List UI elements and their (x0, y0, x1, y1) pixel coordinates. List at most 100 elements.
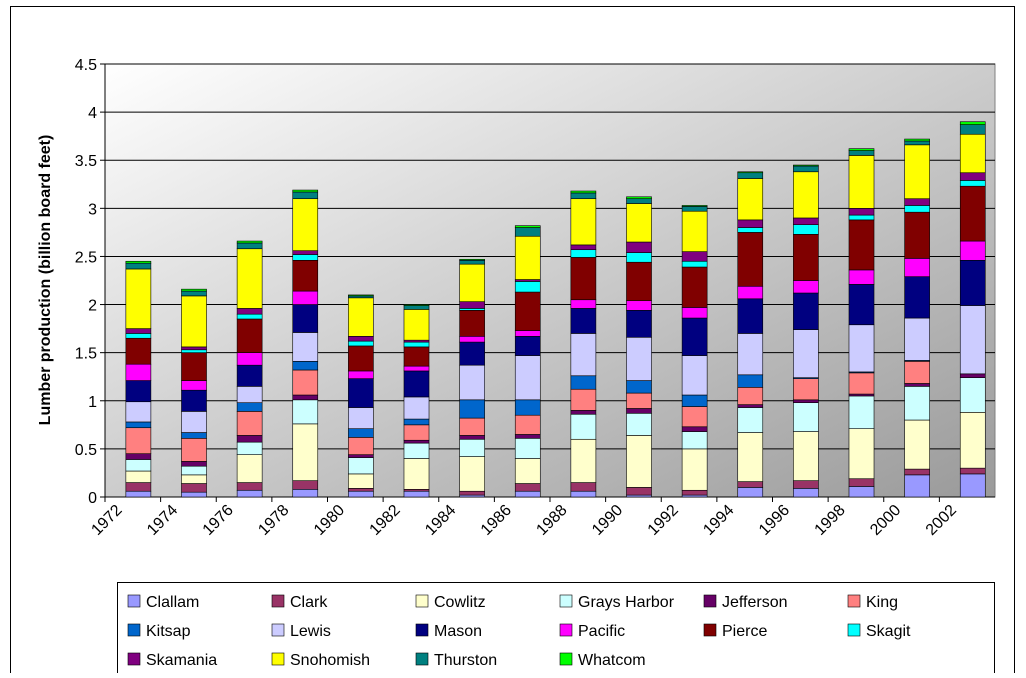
legend-swatch (415, 652, 429, 666)
bar-segment (125, 363, 152, 381)
bar-segment (514, 438, 541, 459)
bar-segment (181, 483, 207, 493)
bar-segment (626, 198, 652, 204)
bar-segment (403, 458, 430, 490)
bar-segment (348, 490, 374, 498)
bar-segment (236, 240, 263, 244)
bar-segment (570, 438, 597, 483)
bar-segment (904, 419, 930, 470)
bar-segment (348, 297, 374, 337)
bar-segment (626, 487, 652, 496)
bar-segment (236, 352, 263, 366)
bar-segment (959, 240, 986, 261)
bar-segment (793, 164, 819, 167)
y-tick-label: 2 (88, 298, 97, 315)
bar-segment (292, 423, 319, 481)
bar-segment (236, 454, 263, 483)
bar-segment (793, 224, 819, 235)
legend-label: Pacific (578, 623, 625, 640)
bar-segment (904, 205, 930, 213)
bar-segment (793, 431, 819, 481)
bar-segment (848, 478, 875, 487)
bar-segment (737, 171, 764, 174)
bar-segment (292, 198, 319, 251)
bar-segment (459, 399, 485, 419)
bar-segment (514, 399, 541, 416)
bar-segment (125, 268, 152, 329)
y-tick-label: 3 (88, 201, 97, 218)
legend-swatch (559, 623, 573, 637)
bar-segment (403, 424, 430, 441)
bar-segment (793, 234, 819, 281)
bar-segment (904, 474, 930, 498)
bar-segment (681, 355, 708, 396)
bar-segment (514, 291, 541, 331)
bar-segment (904, 361, 930, 384)
bar-segment (236, 242, 263, 250)
legend-label: Snohomish (290, 652, 370, 669)
bar-segment (181, 389, 207, 412)
bar-segment (514, 225, 541, 228)
legend-swatch (127, 623, 141, 637)
bar-segment (348, 488, 374, 492)
legend-label: Skamania (146, 652, 217, 669)
bar-segment (737, 172, 764, 179)
bar-segment (459, 259, 485, 261)
bar-segment (514, 414, 541, 435)
bar-segment (459, 364, 485, 401)
bar-segment (403, 418, 430, 426)
bar-segment (292, 254, 319, 261)
bar-segment (181, 346, 207, 351)
bar-segment (793, 488, 819, 498)
bar-segment (904, 211, 930, 259)
bar-segment (737, 407, 764, 433)
bar-segment (514, 355, 541, 401)
bar-segment (570, 388, 597, 411)
bar-segment (959, 172, 986, 181)
legend-label: Thurston (434, 652, 497, 669)
bar-segment (848, 208, 875, 216)
bar-segment (626, 435, 652, 488)
bar-segment (959, 412, 986, 469)
y-tick-label: 4.5 (75, 57, 97, 74)
bar-segment (514, 483, 541, 492)
legend-swatch (559, 594, 573, 608)
bar-segment (403, 365, 430, 372)
bar-segment (348, 345, 374, 372)
bar-segment (459, 456, 485, 492)
bar-segment (737, 227, 764, 233)
bar-segment (125, 453, 152, 460)
bar-segment (570, 482, 597, 492)
bar-segment (125, 490, 152, 498)
bar-segment (459, 435, 485, 440)
bar-segment (570, 198, 597, 246)
y-tick-label: 0.5 (75, 442, 97, 459)
bar-segment (793, 292, 819, 330)
bar-segment (737, 298, 764, 334)
bar-segment (959, 180, 986, 187)
bar-segment (626, 380, 652, 394)
bar-segment (459, 263, 485, 302)
bar-segment (904, 317, 930, 361)
bar-segment (236, 482, 263, 491)
bar-segment (570, 308, 597, 334)
bar-segment (570, 413, 597, 440)
bar-segment (181, 288, 207, 292)
bar-segment (514, 490, 541, 498)
bar-segment (959, 185, 986, 242)
bar-segment (570, 333, 597, 377)
legend-label: Grays Harbor (578, 594, 675, 611)
bar-segment (236, 313, 263, 320)
legend-label: King (866, 594, 898, 611)
bar-segment (348, 294, 374, 297)
bar-segment (403, 305, 430, 310)
bar-segment (848, 219, 875, 271)
bar-segment (181, 295, 207, 348)
legend (117, 582, 995, 678)
bar-segment (348, 437, 374, 455)
bar-segment (459, 259, 485, 265)
bar-segment (125, 262, 152, 270)
bar-segment (681, 205, 708, 207)
bar-segment (793, 217, 819, 225)
bar-segment (737, 333, 764, 376)
